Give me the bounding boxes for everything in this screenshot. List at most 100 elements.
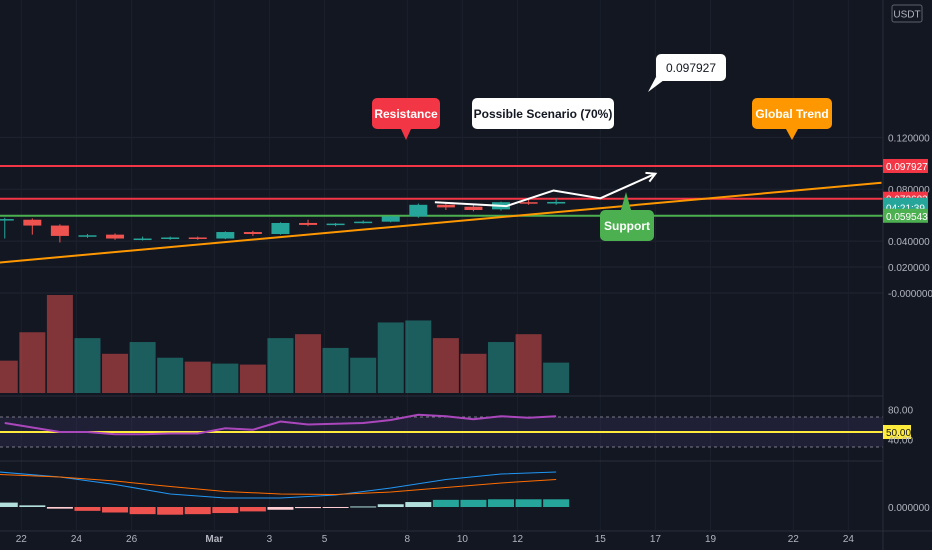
candle-body: [0, 219, 14, 221]
volume-bar: [0, 360, 18, 393]
volume-bar: [184, 361, 211, 393]
global-trend-callout-pointer: [786, 129, 798, 140]
rsi-tick-label: 80.00: [888, 406, 913, 417]
candle-body: [464, 206, 483, 210]
macd-histogram-bar: [405, 502, 432, 507]
volume-bar: [239, 364, 266, 393]
price-tick-label: 0.080000: [888, 185, 930, 196]
time-tick-label: Mar: [205, 534, 223, 545]
currency-badge-label: USDT: [893, 10, 920, 21]
rsi-line: [4, 413, 557, 436]
candle-body: [519, 202, 538, 204]
macd-histogram-bar: [102, 507, 129, 513]
global-trendline: [0, 181, 882, 264]
macd-histogram-bar: [157, 507, 184, 515]
candle-body: [243, 232, 262, 234]
annotations: Resistance Possible Scenario (70%) 0.09792…: [372, 54, 832, 241]
time-tick-label: 17: [650, 534, 662, 545]
volume-bar: [295, 334, 322, 393]
time-tick-label: 10: [457, 534, 469, 545]
volume-bar: [322, 347, 349, 393]
resistance-label: Resistance: [374, 107, 438, 121]
volume-bar: [102, 353, 129, 393]
volume-bar: [460, 353, 487, 393]
price-tick-label: 0.040000: [888, 237, 930, 248]
volume-bar: [129, 342, 156, 393]
macd-histogram-bar: [322, 507, 349, 508]
macd-histogram-bar: [0, 502, 18, 507]
currency-badge: [891, 4, 923, 23]
macd-histogram-bar: [184, 507, 211, 515]
macd-histogram-bar: [377, 504, 404, 507]
volume-bar: [377, 322, 404, 393]
price-tag: [883, 158, 928, 173]
price-tag: [883, 208, 928, 223]
trendline: [0, 181, 882, 264]
volume-bar: [74, 338, 101, 393]
volume-bars: [0, 295, 570, 393]
time-tick-label: 24: [843, 534, 855, 545]
volume-bar: [267, 338, 294, 393]
target-label: 0.097927: [666, 61, 716, 75]
candle-body: [299, 222, 318, 225]
price-tick-label: 0.020000: [888, 263, 930, 274]
volume-bar: [488, 342, 515, 393]
volume-bar: [19, 332, 46, 393]
time-tick-label: 3: [267, 534, 273, 545]
volume-bar: [157, 357, 184, 393]
price-levels: [0, 164, 883, 217]
macd-histogram-bar: [129, 507, 156, 515]
time-tick-label: 12: [512, 534, 524, 545]
candle-body: [409, 204, 428, 217]
rsi-tick-label: 50.00: [886, 428, 911, 439]
global-trend-callout: [752, 98, 832, 129]
time-tick-label: 15: [595, 534, 607, 545]
macd-histogram-bar: [295, 507, 322, 509]
macd-histogram-bar: [19, 505, 46, 507]
candle-body: [78, 235, 97, 237]
volume-bar: [212, 363, 239, 393]
macd-histogram-bar: [350, 506, 377, 508]
time-tick-label: 22: [16, 534, 28, 545]
candle-body: [436, 204, 455, 208]
scenario-callout: [472, 98, 614, 129]
global-trend-label: Global Trend: [755, 107, 828, 121]
macd-histogram-bar: [488, 499, 515, 507]
volume-bar: [46, 295, 73, 393]
macd-histogram-bar: [212, 507, 239, 514]
candle-body: [161, 237, 180, 239]
support-callout-pointer: [621, 192, 631, 210]
time-tick-label: 19: [705, 534, 717, 545]
candle-body: [106, 234, 125, 239]
rsi-pane: [0, 395, 883, 448]
time-axis[interactable]: 22 24 26 Mar 3 5 8 10 12 15 17 19 22 24: [0, 530, 932, 545]
macd-histogram-bar: [74, 507, 101, 511]
candle-body: [188, 237, 207, 239]
scenario-polyline: [434, 172, 656, 208]
macd-line: [0, 471, 557, 499]
price-tick-label: -0.000000: [888, 289, 932, 300]
time-tick-label: 8: [404, 534, 410, 545]
macd-histogram-bar: [515, 499, 542, 507]
candle-body: [133, 238, 152, 241]
macd-histogram-bar: [239, 507, 266, 512]
candle-body: [547, 201, 566, 204]
time-tick-label: 24: [71, 534, 83, 545]
candle-body: [271, 222, 290, 234]
macd-histogram-bar: [267, 507, 294, 510]
scenario-path: [434, 171, 658, 208]
macd-histogram-bar: [46, 507, 73, 509]
grid: [0, 136, 883, 294]
volume-bar: [405, 320, 432, 393]
time-tick-label: 26: [126, 534, 138, 545]
resistance-callout-pointer: [401, 129, 411, 140]
candle-body: [216, 232, 235, 239]
volume-bar: [432, 338, 459, 393]
rsi-midline-tag: [883, 425, 911, 439]
time-tick-label: 5: [322, 534, 328, 545]
price-tag-label: 0.059543: [886, 212, 928, 223]
price-axis[interactable]: USDT 0.120000 0.080000 0.040000 0.020000 -0.0…: [882, 0, 932, 550]
resistance-callout: [372, 98, 440, 129]
